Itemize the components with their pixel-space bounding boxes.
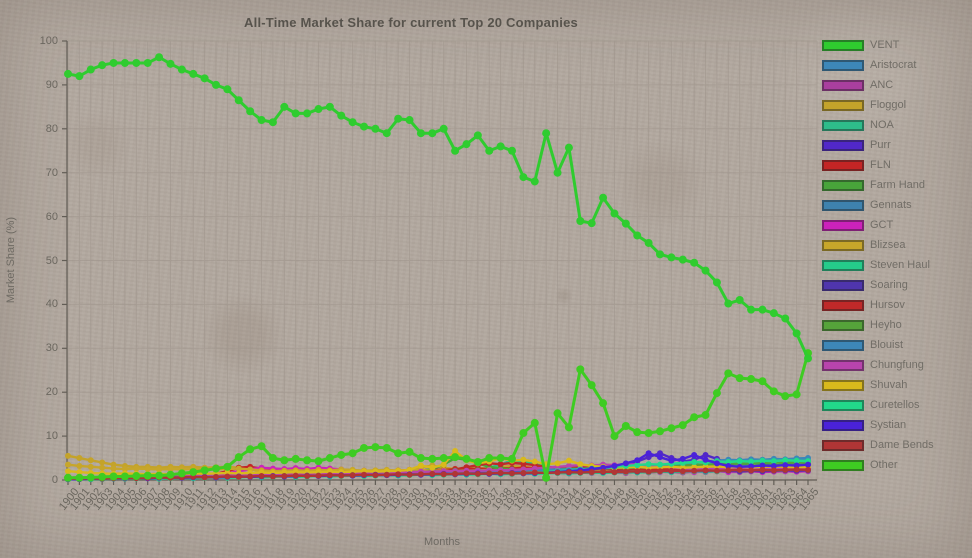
legend-swatch <box>822 79 864 91</box>
legend-item-curetellos[interactable]: Curetellos <box>822 395 934 415</box>
legend-item-shuvah[interactable]: Shuvah <box>822 375 934 395</box>
legend-swatch <box>822 179 864 191</box>
legend-item-floggol[interactable]: Floggol <box>822 95 934 115</box>
legend-swatch <box>822 299 864 311</box>
legend-item-gct[interactable]: GCT <box>822 215 934 235</box>
legend-swatch <box>822 219 864 231</box>
legend-label: FLN <box>870 158 891 171</box>
legend-label: Farm Hand <box>870 178 926 191</box>
legend-swatch <box>822 259 864 271</box>
legend-label: Dame Bends <box>870 438 934 451</box>
legend-label: Hursov <box>870 298 905 311</box>
chart-legend: VENT Aristocrat ANC Floggol NOA Purr FLN Farm H… <box>822 35 934 475</box>
legend-swatch <box>822 39 864 51</box>
y-tick-label: 30 <box>45 342 58 355</box>
y-tick-label: 50 <box>45 254 58 267</box>
y-tick-label: 10 <box>45 430 58 443</box>
legend-swatch <box>822 379 864 391</box>
gridlines <box>67 40 818 481</box>
y-tick-label: 70 <box>45 166 58 179</box>
y-tick-label: 20 <box>45 386 58 399</box>
legend-item-dame-bends[interactable]: Dame Bends <box>822 435 934 455</box>
legend-item-anc[interactable]: ANC <box>822 75 934 95</box>
legend-label: Blizsea <box>870 238 906 251</box>
legend-item-systian[interactable]: Systian <box>822 415 934 435</box>
legend-label: GCT <box>870 218 894 231</box>
legend-swatch <box>822 399 864 411</box>
legend-label: Chungfung <box>870 358 924 371</box>
legend-swatch <box>822 279 864 291</box>
legend-swatch <box>822 119 864 131</box>
legend-swatch <box>822 159 864 171</box>
y-tick-label: 60 <box>45 210 58 223</box>
legend-label: Purr <box>870 138 891 151</box>
y-tick-label: 90 <box>45 78 58 91</box>
legend-item-soaring[interactable]: Soaring <box>822 275 934 295</box>
x-axis-title: Months <box>423 536 461 548</box>
y-tick-label: 100 <box>39 35 58 47</box>
legend-label: NOA <box>870 118 894 131</box>
legend-swatch <box>822 319 864 331</box>
series-vent <box>64 53 812 363</box>
legend-item-fln[interactable]: FLN <box>822 155 934 175</box>
legend-label: Heyho <box>870 318 902 331</box>
y-tick-label: 40 <box>45 298 58 311</box>
legend-item-blouist[interactable]: Blouist <box>822 335 934 355</box>
legend-item-noa[interactable]: NOA <box>822 115 934 135</box>
legend-swatch <box>822 359 864 371</box>
legend-item-other[interactable]: Other <box>822 455 934 475</box>
legend-item-chungfung[interactable]: Chungfung <box>822 355 934 375</box>
legend-item-aristocrat[interactable]: Aristocrat <box>822 55 934 75</box>
legend-label: Aristocrat <box>870 58 917 71</box>
legend-label: Other <box>870 458 898 471</box>
legend-item-steven-haul[interactable]: Steven Haul <box>822 255 934 275</box>
legend-item-hursov[interactable]: Hursov <box>822 295 934 315</box>
y-tick-label: 80 <box>45 122 58 135</box>
legend-swatch <box>822 239 864 251</box>
legend-label: Blouist <box>870 338 904 351</box>
legend-swatch <box>822 99 864 111</box>
legend-item-farm-hand[interactable]: Farm Hand <box>822 175 934 195</box>
legend-swatch <box>822 339 864 351</box>
legend-label: Soaring <box>870 278 908 291</box>
legend-item-purr[interactable]: Purr <box>822 135 934 155</box>
legend-label: VENT <box>870 38 900 51</box>
legend-swatch <box>822 59 864 71</box>
y-tick-label: 0 <box>51 474 58 486</box>
legend-swatch <box>822 419 864 431</box>
legend-label: Shuvah <box>870 378 908 391</box>
legend-label: ANC <box>870 78 894 91</box>
legend-swatch <box>822 199 864 211</box>
legend-item-blizsea[interactable]: Blizsea <box>822 235 934 255</box>
series-dame-bends <box>65 466 811 482</box>
legend-label: Floggol <box>870 98 907 111</box>
legend-label: Curetellos <box>870 398 920 411</box>
legend-label: Steven Haul <box>870 258 930 271</box>
legend-item-gennats[interactable]: Gennats <box>822 195 934 215</box>
legend-item-heyho[interactable]: Heyho <box>822 315 934 335</box>
legend-swatch <box>822 139 864 151</box>
legend-swatch <box>822 439 864 451</box>
legend-label: Gennats <box>870 198 912 211</box>
legend-item-vent[interactable]: VENT <box>822 35 934 55</box>
chart-title: All-Time Market Share for current Top 20… <box>244 15 578 30</box>
legend-swatch <box>822 459 864 471</box>
legend-label: Systian <box>870 418 907 431</box>
